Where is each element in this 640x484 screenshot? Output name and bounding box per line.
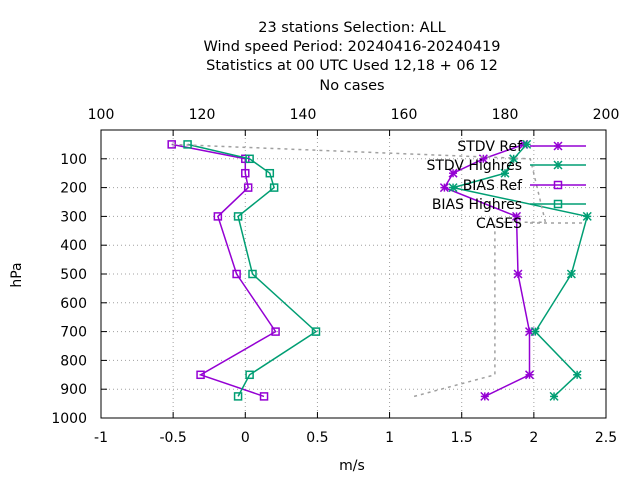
x2-tick-label: 120 (189, 107, 216, 123)
data-point-3 (248, 269, 257, 279)
y-tick-label: 100 (60, 152, 87, 168)
data-point-3 (233, 212, 243, 221)
y-tick-label: 700 (60, 325, 87, 341)
chart-title-line: Wind speed Period: 20240416-20240419 (203, 39, 500, 55)
x-tick-label: 2 (529, 430, 538, 446)
data-point-3 (183, 140, 192, 149)
legend-label: BIAS Ref (463, 178, 523, 194)
y-tick-label: 1000 (51, 411, 87, 427)
series-line-4 (171, 143, 547, 398)
legend-label: STDV Ref (457, 139, 523, 155)
x-tick-label: -0.5 (159, 430, 186, 446)
legend-marker (553, 180, 563, 190)
y-tick-label: 600 (60, 296, 87, 312)
chart-title-line: Statistics at 00 UTC Used 12,18 + 06 12 (206, 58, 498, 74)
data-point-3 (245, 154, 254, 164)
x-tick-label: 1 (385, 430, 394, 446)
y-tick-label: 200 (60, 181, 87, 197)
data-point-3 (265, 168, 275, 178)
data-point-3 (245, 370, 254, 380)
data-point-3 (233, 392, 243, 401)
series-line-2 (171, 143, 277, 398)
x2-tick-label: 160 (391, 107, 418, 123)
y-tick-label: 900 (60, 382, 87, 398)
x-tick-label: 1.5 (451, 430, 473, 446)
x-tick-label: -1 (94, 430, 108, 446)
y-tick-label: 400 (60, 238, 87, 254)
y-tick-label: 800 (60, 353, 87, 369)
y-tick-label: 500 (60, 267, 87, 283)
y-axis-label: hPa (9, 262, 25, 287)
data-point-2 (196, 370, 205, 380)
x-axis-label: m/s (339, 458, 365, 474)
data-point-2 (259, 392, 269, 401)
x2-tick-label: 100 (88, 107, 115, 123)
data-point-2 (271, 327, 280, 336)
chart-title-line: 23 stations Selection: ALL (258, 20, 446, 36)
x2-tick-label: 180 (492, 107, 519, 123)
x2-tick-label: 140 (290, 107, 317, 123)
chart-title-line: No cases (319, 78, 384, 94)
data-point-2 (232, 269, 241, 279)
data-point-3 (311, 327, 321, 336)
x2-tick-label: 200 (593, 107, 620, 123)
x-tick-label: 0 (241, 430, 250, 446)
data-point-2 (213, 212, 223, 221)
data-point-3 (269, 183, 279, 192)
x-tick-label: 2.5 (595, 430, 617, 446)
legend-marker (553, 199, 563, 209)
y-tick-label: 300 (60, 209, 87, 225)
data-point-2 (243, 183, 253, 192)
legend-label: BIAS Highres (432, 197, 522, 213)
data-point-2 (241, 168, 250, 178)
x-tick-label: 0.5 (306, 430, 328, 446)
legend-label: STDV Highres (426, 158, 522, 174)
legend-label: CASES (476, 216, 522, 232)
series-line-3 (187, 143, 318, 397)
